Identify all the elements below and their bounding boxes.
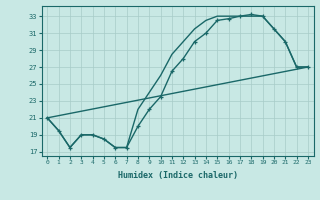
X-axis label: Humidex (Indice chaleur): Humidex (Indice chaleur) (118, 171, 237, 180)
